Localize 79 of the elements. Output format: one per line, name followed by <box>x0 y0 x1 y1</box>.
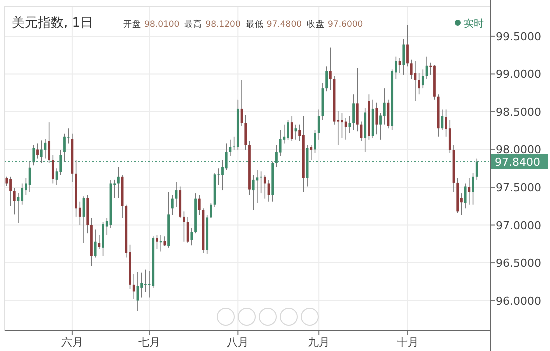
candlestick <box>118 166 120 198</box>
candlestick <box>290 116 294 142</box>
candlestick <box>441 109 444 131</box>
candlestick <box>160 234 162 252</box>
candlestick <box>344 118 348 140</box>
y-tick-label: 98.0000 <box>496 144 542 157</box>
y-tick-label: 96.5000 <box>496 257 542 270</box>
candlestick <box>102 222 104 257</box>
candlestick <box>464 183 467 210</box>
y-tick-label: 99.5000 <box>496 30 542 44</box>
candlestick <box>40 140 43 164</box>
x-tick-label: 六月 <box>61 336 84 349</box>
candlestick <box>132 274 136 300</box>
candlestick <box>183 211 186 242</box>
candlestick <box>60 150 62 176</box>
candlestick <box>476 158 478 180</box>
candlestick <box>352 94 355 131</box>
candlestick <box>140 272 144 298</box>
candlestick <box>472 172 474 206</box>
candlestick <box>356 68 359 132</box>
y-tick-label: 97.5000 <box>496 182 542 195</box>
x-tick-label: 七月 <box>138 336 161 349</box>
candlestick <box>64 133 66 162</box>
candlestick <box>310 144 313 161</box>
y-tick-label: 98.5000 <box>496 106 542 119</box>
annotation: 实时 <box>464 18 484 30</box>
candlestick <box>314 130 316 154</box>
candlestick <box>164 236 166 247</box>
x-tick-label: 八月 <box>227 336 250 349</box>
x-tick-label: 十月 <box>396 336 419 349</box>
candlestick <box>186 216 190 244</box>
candlestick <box>318 109 320 140</box>
candlestick <box>48 122 51 164</box>
candlestick <box>376 102 378 136</box>
annotation: 开盘 <box>124 19 142 30</box>
candlestick <box>256 170 259 204</box>
x-tick-label: 九月 <box>308 336 330 349</box>
candlestick <box>422 69 424 89</box>
candlestick <box>418 73 421 96</box>
annotation: 收盘 <box>307 19 326 30</box>
y-tick-label: 96.0000 <box>496 294 542 308</box>
candlestick <box>13 188 16 216</box>
candlestick <box>52 154 54 184</box>
candlestick <box>448 120 452 154</box>
candlestick <box>252 175 255 211</box>
candlestick <box>156 234 158 250</box>
candlestick <box>329 47 332 90</box>
annotation: 97.4800 <box>266 20 302 30</box>
candlestick <box>264 175 266 200</box>
annotation: 97.6000 <box>328 20 364 30</box>
candlestick <box>287 120 290 140</box>
candlestick <box>348 116 352 134</box>
text: 美元指数, 1日 <box>12 15 94 31</box>
candlestick <box>406 24 409 68</box>
annotation: 最高 <box>184 19 203 30</box>
candlestick <box>383 88 386 126</box>
candlestick <box>171 194 174 216</box>
annotation: 98.0100 <box>144 20 180 30</box>
candlestick <box>21 183 24 206</box>
candlestick <box>32 144 36 166</box>
candlestick <box>190 228 194 246</box>
annotation: 最低 <box>246 19 264 30</box>
candlestick <box>36 143 39 160</box>
candlestick <box>198 194 201 216</box>
candlestick <box>341 113 344 139</box>
y-tick-label: 97.0000 <box>496 219 542 232</box>
candlestick <box>210 202 212 219</box>
annotation: 98.1200 <box>206 20 241 30</box>
y-tick-label: 99.0000 <box>496 68 542 82</box>
candlestick <box>402 39 406 76</box>
candlestick <box>98 234 101 250</box>
candlestick <box>10 176 12 207</box>
candlestick <box>410 59 413 80</box>
candlestick <box>144 269 147 293</box>
candlestick <box>468 178 471 206</box>
ref-line-label: 97.8400 <box>495 156 540 169</box>
candlestick <box>94 229 97 258</box>
candlestick <box>326 66 328 92</box>
candlestick <box>244 114 248 151</box>
